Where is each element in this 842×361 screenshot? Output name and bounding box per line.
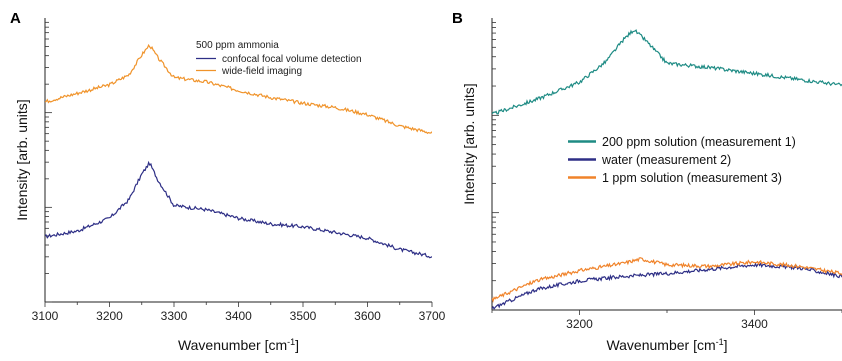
x-tick-label: 3500 <box>290 309 317 323</box>
legend-entry-2: water (measurement 2) <box>601 153 731 167</box>
legend-title: 500 ppm ammonia <box>196 40 279 51</box>
panel-letter-a: A <box>10 10 21 27</box>
x-axis-title-superscript: -1 <box>716 337 724 347</box>
x-axis-title: Wavenumber [cm-1] <box>606 337 727 353</box>
x-tick-label: 3600 <box>354 309 381 323</box>
legend-entry-3: 1 ppm solution (measurement 3) <box>602 171 782 185</box>
x-axis-title-superscript: -1 <box>287 337 295 347</box>
legend: 200 ppm solution (measurement 1) water (m… <box>568 135 796 185</box>
legend-entry-1: 200 ppm solution (measurement 1) <box>602 135 796 149</box>
panel-a: A 3100 3200 3300 3400 3500 3600 3700 Wavenumber … <box>10 10 446 353</box>
x-tick-label: 3200 <box>566 317 593 331</box>
x-axis-title: Wavenumber [cm-1] <box>178 337 299 353</box>
x-tick-label: 3100 <box>32 309 59 323</box>
legend: 500 ppm ammonia confocal focal volume det… <box>196 40 362 77</box>
x-tick-label: 3400 <box>741 317 768 331</box>
series-line-1 <box>492 29 842 115</box>
panel-letter-b: B <box>452 10 463 27</box>
series-line-3 <box>492 257 842 303</box>
panel-b: B 3200 3400 Wavenumber [cm-1] Intensity [arb… <box>452 10 842 353</box>
series-line-2 <box>45 43 432 135</box>
series-line-1 <box>45 160 432 259</box>
y-axis-title: Intensity [arb. units] <box>461 83 477 204</box>
x-axis-title-close: ] <box>295 337 299 353</box>
legend-entry-1: confocal focal volume detection <box>222 54 362 65</box>
x-tick-label: 3400 <box>225 309 252 323</box>
x-tick-label: 3300 <box>161 309 188 323</box>
series-line-2 <box>492 262 842 310</box>
y-axis-title: Intensity [arb. units] <box>14 99 30 220</box>
x-axis-title-close: ] <box>724 337 728 353</box>
x-tick-label: 3700 <box>419 309 446 323</box>
x-tick-label: 3200 <box>96 309 123 323</box>
legend-entry-2: wide-field imaging <box>221 66 302 77</box>
